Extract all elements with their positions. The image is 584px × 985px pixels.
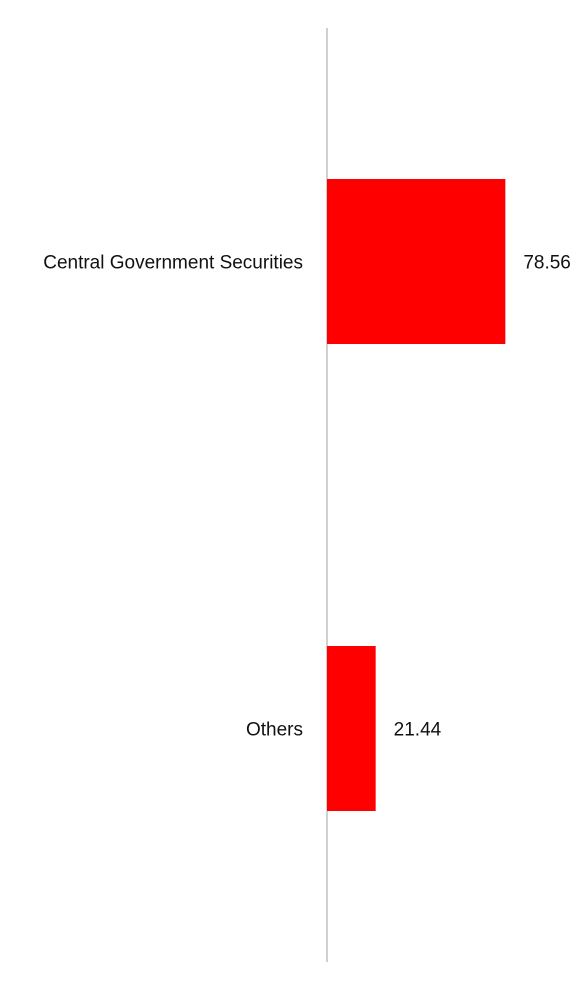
labels-layer: Central Government Securities 78.56 Others… (43, 253, 571, 741)
bar-others (327, 646, 376, 811)
category-label: Others (246, 720, 303, 741)
data-label: 21.44 (394, 720, 442, 741)
data-label: 78.56 (523, 253, 571, 274)
bars-layer (327, 179, 506, 811)
bar-central-government-securities (327, 179, 506, 344)
category-label: Central Government Securities (43, 253, 303, 274)
